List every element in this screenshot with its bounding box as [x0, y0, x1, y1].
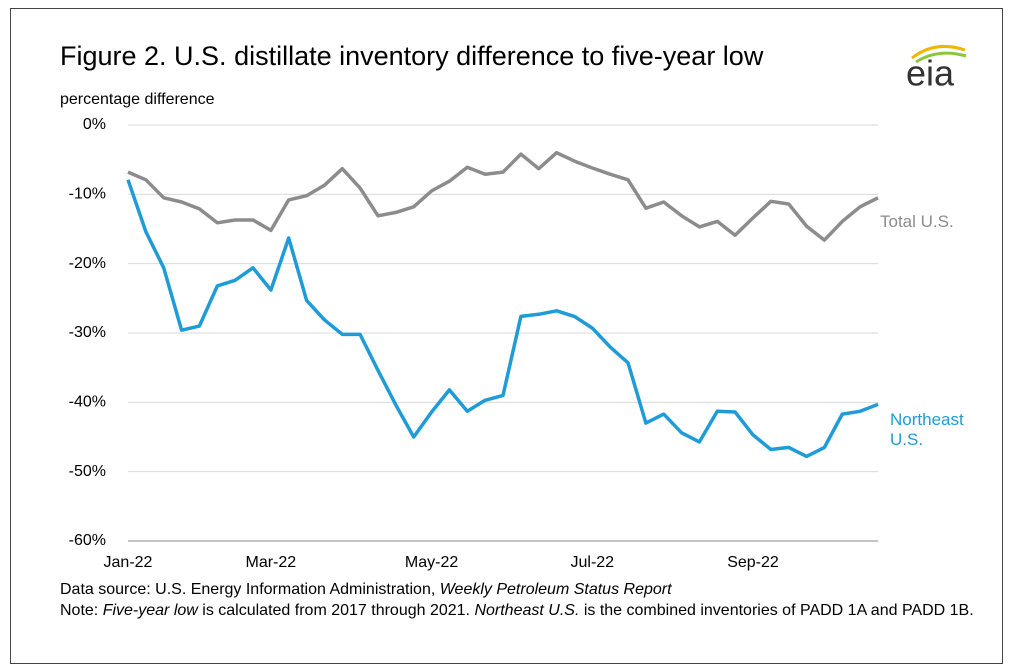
- frame: [10, 8, 1003, 664]
- note-text: Five-year low: [102, 602, 198, 619]
- x-tick-label: Sep-22: [727, 554, 779, 571]
- logo: eia: [906, 53, 955, 94]
- series-label: Total U.S.: [880, 212, 954, 231]
- x-tick-label: Jan-22: [104, 554, 153, 571]
- source: Data source: U.S. Energy Information Adm…: [60, 579, 672, 600]
- series-line: [126, 179, 879, 459]
- y-axis-label: percentage difference: [60, 91, 215, 108]
- logo-swoosh: [915, 51, 967, 64]
- y-tick-label: -10%: [69, 186, 106, 203]
- y-tick-label: -60%: [69, 532, 106, 549]
- y-tick-label: 0%: [83, 116, 106, 133]
- source-text: Weekly Petroleum Status Report: [439, 581, 672, 598]
- note-text: is the combined inventories of PADD 1A a…: [579, 602, 974, 619]
- note-text: is calculated from 2017 through 2021.: [197, 602, 475, 619]
- series-line: [127, 150, 879, 242]
- source-text: Data source: U.S. Energy Information Adm…: [60, 581, 440, 598]
- note-text: Northeast U.S.: [474, 602, 580, 619]
- y-tick-label: -30%: [69, 324, 106, 341]
- series-label: Northeast U.S.: [890, 410, 964, 449]
- chart-title: Figure 2. U.S. distillate inventory diff…: [60, 41, 764, 71]
- y-tick-label: -20%: [69, 255, 106, 272]
- note-text: Note:: [60, 602, 103, 619]
- y-tick-label: -50%: [69, 463, 106, 480]
- x-tick-label: Mar-22: [246, 554, 297, 571]
- x-tick-label: Jul-22: [570, 554, 614, 571]
- x-tick-label: May-22: [405, 554, 458, 571]
- logo-swoosh: [911, 44, 966, 60]
- note: Note: Five-year low is calculated from 2…: [60, 600, 980, 621]
- y-tick-label: -40%: [69, 394, 106, 411]
